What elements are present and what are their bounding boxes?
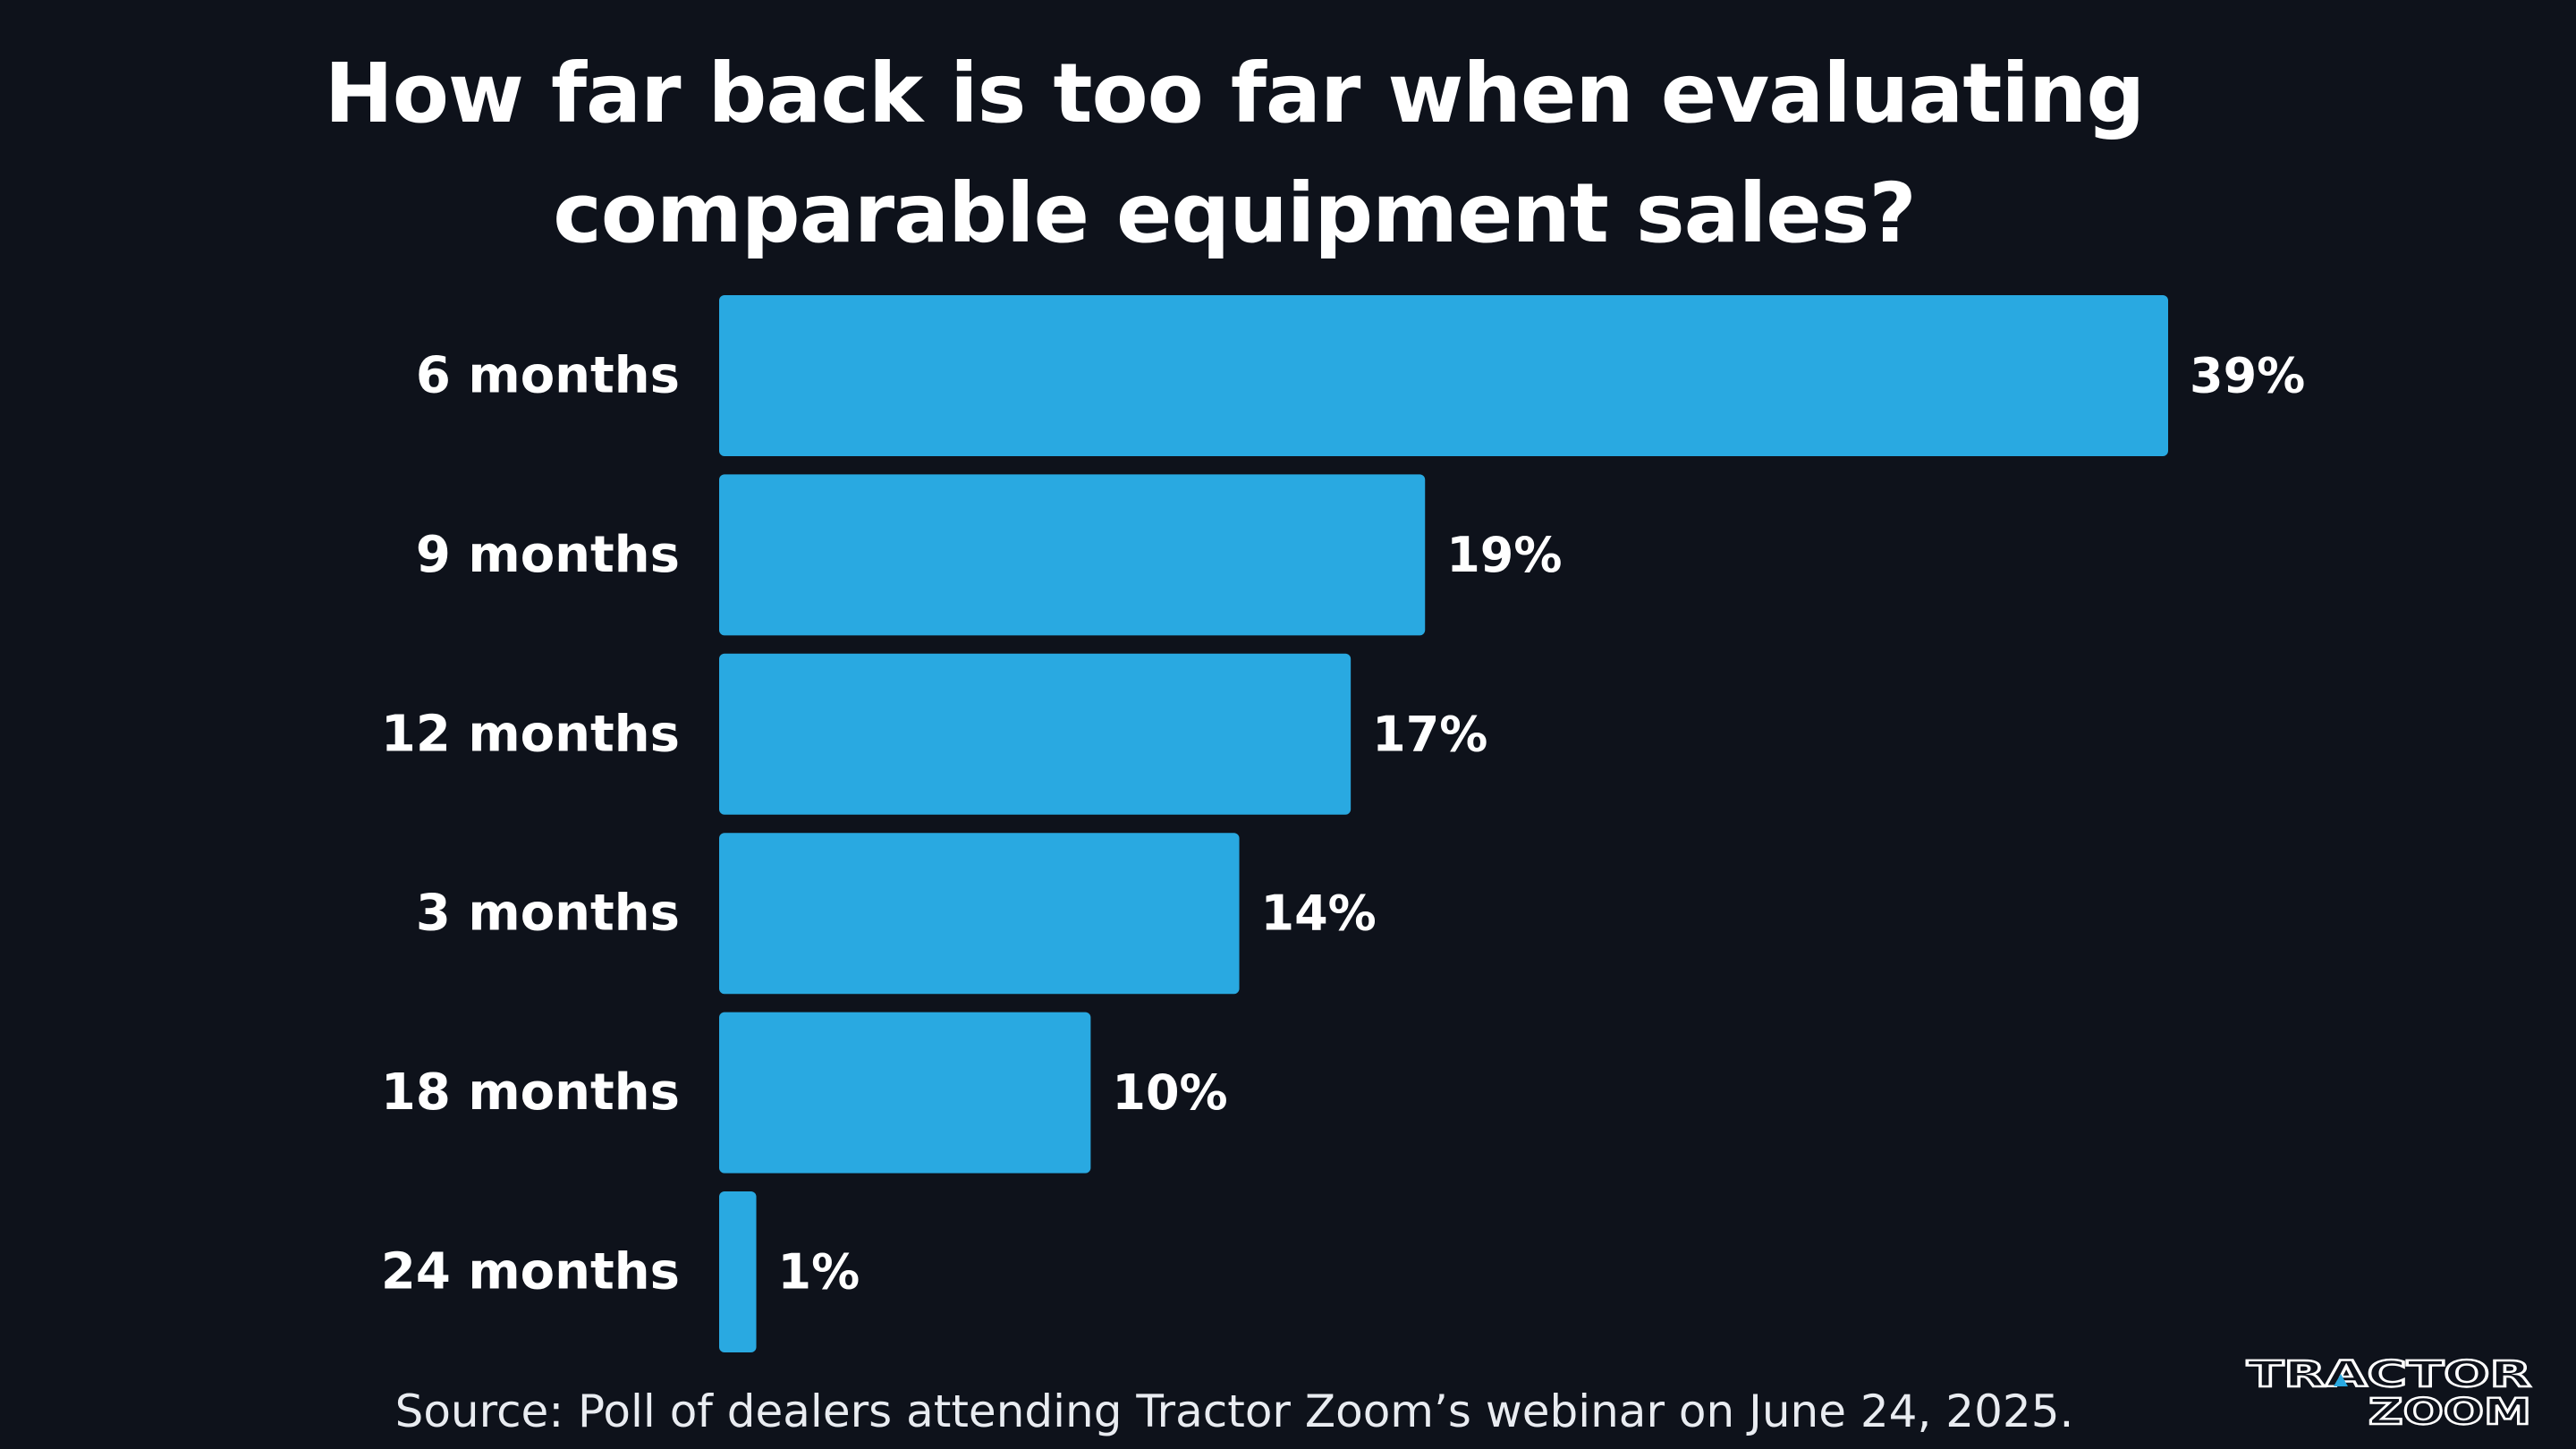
value-label-3-months: 14% (1261, 886, 1377, 942)
category-label-18-months: 18 months (381, 1063, 680, 1122)
value-label-18-months: 10% (1112, 1064, 1227, 1121)
category-label-9-months: 9 months (416, 526, 680, 584)
value-labels-group: 39% 19% 17% 14% 10% 1% (778, 348, 2306, 1301)
source-note: Source: Poll of dealers attending Tracto… (394, 1385, 2074, 1437)
bar-12-months (719, 653, 1352, 815)
value-label-24-months: 1% (778, 1244, 860, 1301)
chart-title: How far back is too far when evaluating … (0, 34, 2469, 274)
value-label-9-months: 19% (1446, 527, 1562, 583)
bar-3-months (719, 833, 1240, 995)
tractor-zoom-logo: TRACTOR ZOOM (2246, 1353, 2532, 1428)
bar-18-months (719, 1012, 1091, 1174)
category-label-24-months: 24 months (381, 1243, 680, 1301)
bar-24-months (719, 1191, 757, 1352)
category-labels-group: 6 months 9 months 12 months 3 months 18 mont… (381, 347, 680, 1301)
chart-title-line-2: comparable equipment sales? (553, 165, 1917, 261)
value-label-12-months: 17% (1372, 706, 1487, 762)
category-label-6-months: 6 months (416, 347, 680, 405)
category-label-12-months: 12 months (381, 705, 680, 763)
bar-6-months (719, 295, 2168, 456)
logo-line-1: TRACTOR (2247, 1354, 2531, 1395)
category-label-3-months: 3 months (416, 885, 680, 943)
bars-group (719, 295, 2168, 1352)
chart-title-line-1: How far back is too far when evaluating (324, 46, 2146, 141)
value-label-6-months: 39% (2190, 348, 2305, 404)
logo-accent-triangle (2334, 1374, 2348, 1386)
bar-9-months (719, 474, 1426, 636)
logo-line-2: ZOOM (2368, 1392, 2531, 1428)
